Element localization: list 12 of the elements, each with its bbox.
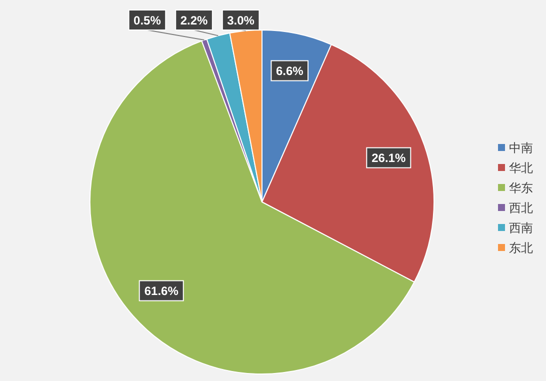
legend-label: 华东 — [509, 181, 533, 195]
legend-label: 华北 — [509, 161, 533, 175]
data-label: 0.5% — [134, 14, 162, 28]
data-label: 26.1% — [372, 151, 406, 166]
data-label: 61.6% — [144, 284, 179, 298]
data-label: 2.2% — [180, 14, 208, 28]
data-label: 6.6% — [276, 64, 304, 78]
legend-label: 西南 — [509, 221, 533, 235]
legend-label: 西北 — [509, 201, 533, 215]
legend-label: 中南 — [509, 141, 533, 155]
legend-label: 东北 — [509, 241, 533, 255]
data-label: 3.0% — [227, 14, 255, 28]
